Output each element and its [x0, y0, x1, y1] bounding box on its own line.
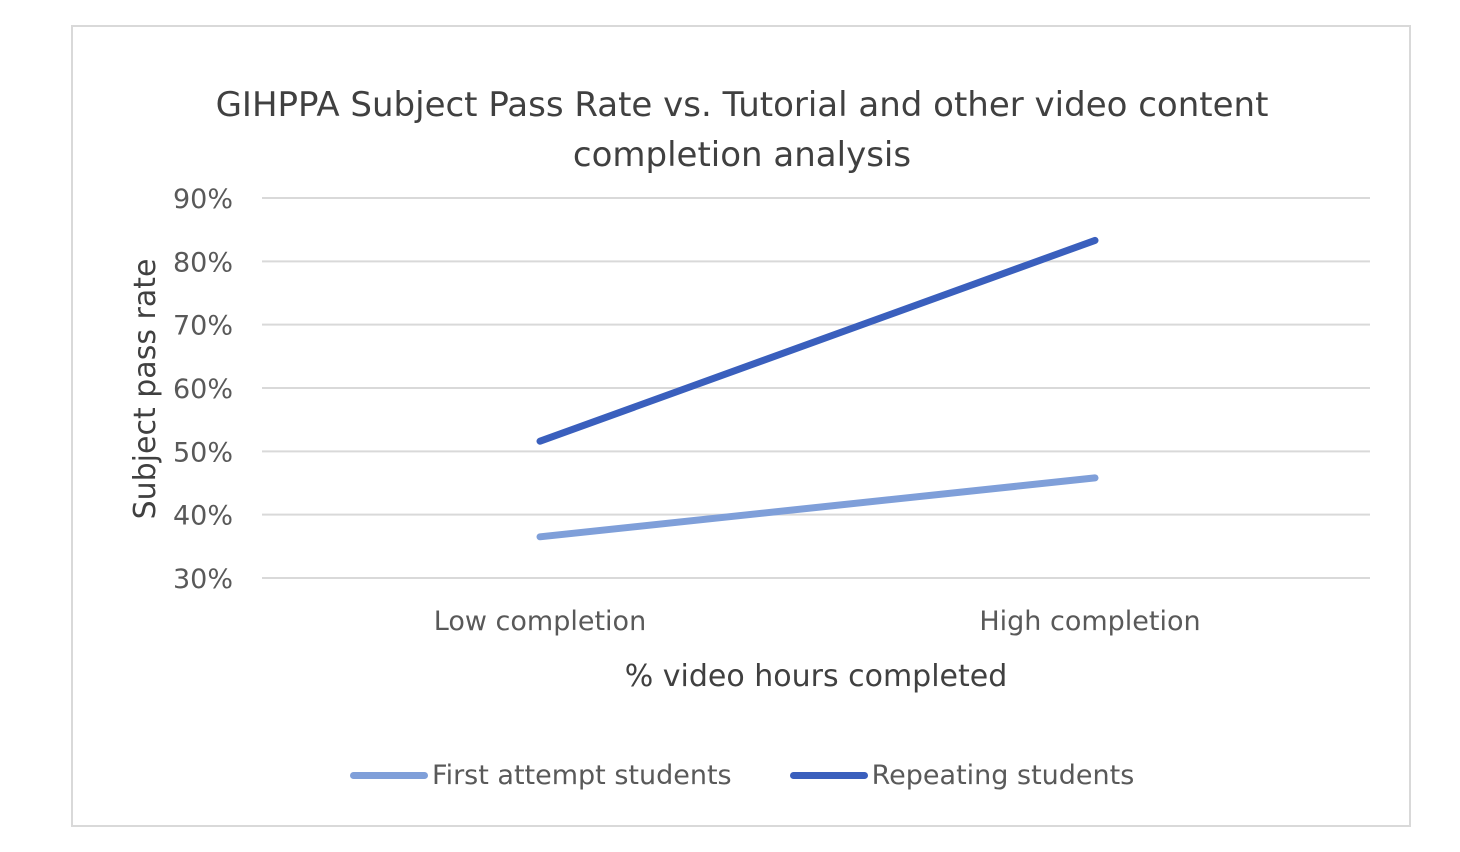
- chart-title: GIHPPA Subject Pass Rate vs. Tutorial an…: [0, 80, 1460, 180]
- x-axis-title: % video hours completed: [625, 659, 1008, 694]
- chart-title-line-2: completion analysis: [572, 135, 912, 175]
- chart-title-line-1: GIHPPA Subject Pass Rate vs. Tutorial an…: [215, 85, 1269, 125]
- legend: First attempt students Repeating student…: [350, 755, 1134, 795]
- y-tick-label-2: 50%: [173, 437, 233, 468]
- y-tick-label-4: 70%: [173, 311, 233, 342]
- gridlines: [262, 197, 1370, 579]
- y-tick-labels: 30% 40% 50% 60% 70% 80% 90%: [173, 184, 233, 595]
- y-tick-label-3: 60%: [173, 374, 233, 405]
- legend-item-repeating: Repeating students: [789, 759, 1135, 791]
- legend-label-repeating: Repeating students: [871, 759, 1135, 791]
- chart-frame: [71, 25, 1411, 827]
- y-tick-label-0: 30%: [173, 564, 233, 595]
- legend-item-first-attempt: First attempt students: [350, 760, 732, 791]
- y-tick-label-6: 90%: [173, 184, 233, 215]
- legend-label-first-attempt: First attempt students: [432, 759, 732, 791]
- y-tick-label-1: 40%: [173, 501, 233, 532]
- series-lines: [536, 236, 1099, 541]
- x-tick-label-low: Low completion: [434, 606, 646, 637]
- x-tick-label-high: High completion: [979, 606, 1200, 637]
- series-line-0: [536, 474, 1099, 541]
- series-line-1: [536, 236, 1099, 445]
- y-tick-label-5: 80%: [173, 247, 233, 278]
- legend-swatch-repeating: [789, 771, 868, 779]
- legend-swatch-first-attempt: [350, 771, 428, 779]
- y-axis-title: Subject pass rate: [128, 259, 163, 520]
- x-tick-labels: Low completion High completion: [434, 606, 1201, 637]
